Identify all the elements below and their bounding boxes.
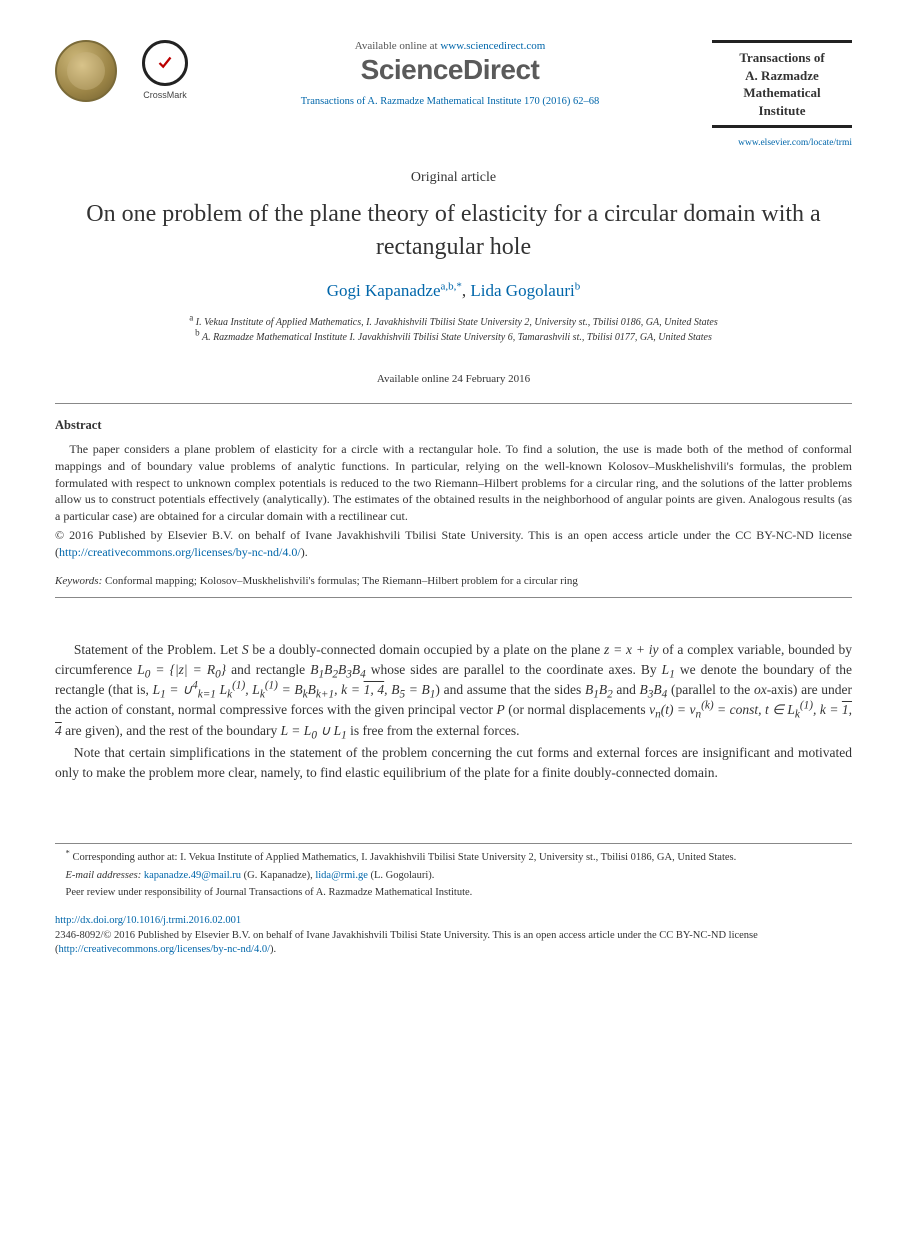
keywords-line: Keywords: Conformal mapping; Kolosov–Mus… — [55, 575, 852, 587]
article-title: On one problem of the plane theory of el… — [75, 198, 832, 263]
body-text-run: and rectangle — [226, 662, 310, 677]
divider — [55, 597, 852, 598]
email-line: E-mail addresses: kapanadze.49@mail.ru (… — [55, 868, 852, 883]
society-medallion-icon — [55, 40, 117, 102]
affil-text: I. Vekua Institute of Applied Mathematic… — [196, 317, 718, 328]
header-right: Transactions of A. Razmadze Mathematical… — [712, 40, 852, 148]
body-text-run: and — [613, 682, 640, 697]
math-inline: B3B4 — [640, 682, 668, 697]
math-inline: z = x + iy — [604, 642, 658, 657]
affil-marker: a — [189, 313, 193, 323]
math-inline: L1 — [662, 662, 675, 677]
body-text-run: are given), and the rest of the boundary — [62, 723, 281, 738]
math-inline: L = L0 ∪ L1 — [281, 723, 347, 738]
email-name: (G. Kapanadze), — [241, 870, 315, 881]
journal-title-line: A. Razmadze — [714, 67, 850, 85]
keywords-label: Keywords: — [55, 575, 102, 587]
issn-copyright-line: 2346-8092/© 2016 Published by Elsevier B… — [55, 929, 852, 958]
body-text-run: be a doubly-connected domain occupied by… — [249, 642, 604, 657]
divider — [55, 403, 852, 404]
crossmark-icon — [142, 40, 188, 86]
math-inline: L1 = ∪4k=1 Lk(1), Lk(1) = BkBk+1, k = 1,… — [153, 682, 436, 697]
license-link[interactable]: http://creativecommons.org/licenses/by-n… — [59, 944, 271, 955]
keywords-text: Conformal mapping; Kolosov–Muskhelishvil… — [102, 575, 578, 587]
math-inline: ox — [754, 682, 767, 697]
crossmark-widget[interactable]: CrossMark — [142, 40, 188, 100]
body-text-run: Statement of the Problem. Let — [74, 642, 242, 657]
affiliations: a I. Vekua Institute of Applied Mathemat… — [55, 315, 852, 345]
article-page: CrossMark Available online at www.scienc… — [0, 0, 907, 988]
math-inline: B1B2B3B4 — [310, 662, 366, 677]
peer-review-note: Peer review under responsibility of Jour… — [55, 885, 852, 900]
available-online-date: Available online 24 February 2016 — [55, 373, 852, 385]
affiliation-line: a I. Vekua Institute of Applied Mathemat… — [55, 315, 852, 330]
body-paragraph: Statement of the Problem. Let S be a dou… — [55, 640, 852, 741]
body-paragraph: Note that certain simplifications in the… — [55, 743, 852, 784]
body-text-run: ) and assume that the sides — [435, 682, 585, 697]
issn-suffix: ). — [270, 944, 276, 955]
header-row: CrossMark Available online at www.scienc… — [55, 40, 852, 148]
footnotes: * Corresponding author at: I. Vekua Inst… — [55, 843, 852, 900]
crossmark-label: CrossMark — [143, 90, 187, 100]
article-type: Original article — [55, 170, 852, 186]
doi-link[interactable]: http://dx.doi.org/10.1016/j.trmi.2016.02… — [55, 915, 241, 926]
bottom-block: http://dx.doi.org/10.1016/j.trmi.2016.02… — [55, 914, 852, 958]
email-link[interactable]: kapanadze.49@mail.ru — [144, 870, 241, 881]
author-name[interactable]: Lida Gogolauri — [470, 281, 574, 300]
affiliation-line: b A. Razmadze Mathematical Institute I. … — [55, 330, 852, 345]
author-affil-marker: a,b, — [441, 280, 457, 292]
math-inline: S — [242, 642, 249, 657]
sciencedirect-logo: ScienceDirect — [198, 54, 702, 86]
math-inline: L0 = {|z| = R0} — [137, 662, 226, 677]
sciencedirect-url[interactable]: www.sciencedirect.com — [440, 40, 545, 52]
article-body: Statement of the Problem. Let S be a dou… — [55, 640, 852, 784]
journal-title-box: Transactions of A. Razmadze Mathematical… — [712, 40, 852, 128]
affil-text: A. Razmadze Mathematical Institute I. Ja… — [202, 332, 712, 343]
corr-text: Corresponding author at: I. Vekua Instit… — [70, 852, 736, 863]
header-left: CrossMark — [55, 40, 188, 102]
email-link[interactable]: lida@rmi.ge — [315, 870, 368, 881]
copyright-suffix: ). — [301, 545, 308, 559]
journal-title-line: Institute — [714, 102, 850, 120]
citation-line[interactable]: Transactions of A. Razmadze Mathematical… — [198, 96, 702, 107]
author-affil-marker: b — [575, 280, 581, 292]
abstract-heading: Abstract — [55, 418, 852, 433]
body-text-run: is free from the external forces. — [347, 723, 520, 738]
available-online-line: Available online at www.sciencedirect.co… — [198, 40, 702, 52]
affil-marker: b — [195, 328, 200, 338]
abstract-text: The paper considers a plane problem of e… — [55, 441, 852, 525]
body-text-run: (or normal displacements — [505, 702, 649, 717]
header-center: Available online at www.sciencedirect.co… — [188, 40, 712, 107]
body-text-run: (parallel to the — [667, 682, 754, 697]
author-name[interactable]: Gogi Kapanadze — [327, 281, 441, 300]
abstract-section: Abstract The paper considers a plane pro… — [55, 418, 852, 561]
email-label: E-mail addresses: — [66, 870, 142, 881]
corresponding-author-note: * Corresponding author at: I. Vekua Inst… — [55, 850, 852, 865]
available-prefix: Available online at — [355, 40, 441, 52]
license-link[interactable]: http://creativecommons.org/licenses/by-n… — [59, 545, 301, 559]
corresponding-marker: * — [456, 280, 462, 292]
author-line: Gogi Kapanadzea,b,*, Lida Gogolaurib — [55, 281, 852, 301]
body-text-run: whose sides are parallel to the coordina… — [366, 662, 662, 677]
math-inline: P — [497, 702, 505, 717]
journal-title-line: Mathematical — [714, 84, 850, 102]
journal-title-line: Transactions of — [714, 49, 850, 67]
copyright-line: © 2016 Published by Elsevier B.V. on beh… — [55, 527, 852, 561]
email-name: (L. Gogolauri). — [368, 870, 434, 881]
journal-homepage-link[interactable]: www.elsevier.com/locate/trmi — [712, 138, 852, 148]
math-inline: B1B2 — [585, 682, 613, 697]
